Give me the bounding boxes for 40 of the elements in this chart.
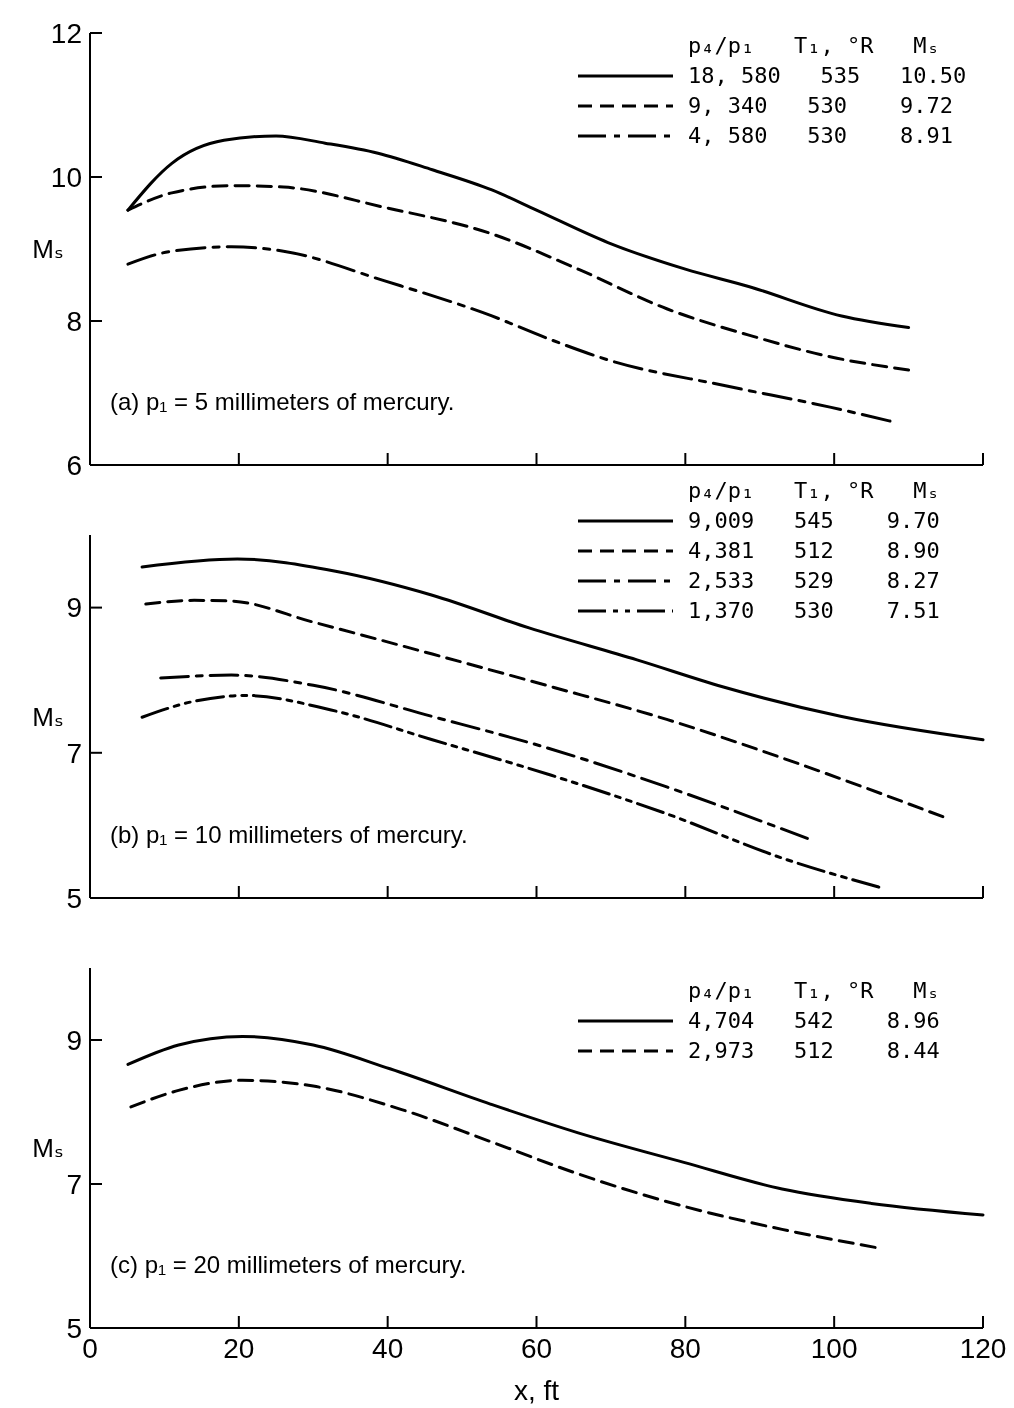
legend-label: 9,009 545 9.70 [688, 508, 940, 533]
y-tick-label: 5 [66, 882, 82, 914]
legend-label: 18, 580 535 10.50 [688, 63, 967, 88]
annotation: (a) p₁ = 5 millimeters of mercury. [110, 388, 455, 415]
y-axis-title: Mₛ [32, 1133, 64, 1164]
y-tick-label: 9 [66, 592, 82, 624]
y-tick-label: 9 [66, 1024, 82, 1056]
legend-label: 2,973 512 8.44 [688, 1038, 940, 1063]
x-tick-label: 0 [82, 1333, 98, 1364]
y-tick-label: 5 [66, 1312, 82, 1344]
line-series [126, 1034, 985, 1217]
legend-label: 4,381 512 8.90 [688, 538, 940, 563]
x-tick-label: 20 [223, 1333, 255, 1364]
annotation: (b) p₁ = 10 millimeters of mercury. [110, 821, 468, 848]
legend-label: 1,370 530 7.51 [688, 598, 940, 623]
line-series [129, 1078, 877, 1249]
legend-title: p₄/p₁ T₁, °R Mₛ [688, 978, 940, 1003]
line-series [144, 598, 945, 819]
x-tick-label: 40 [372, 1333, 404, 1364]
legend-title: p₄/p₁ T₁, °R Mₛ [688, 478, 940, 503]
y-axis-title: Mₛ [32, 234, 64, 265]
x-tick-label: 120 [959, 1333, 1007, 1364]
legend-label: 4, 580 530 8.91 [688, 123, 953, 148]
legend-title: p₄/p₁ T₁, °R Mₛ [688, 33, 940, 58]
y-tick-label: 6 [66, 449, 82, 481]
x-tick-label: 80 [669, 1333, 701, 1364]
legend-label: 4,704 542 8.96 [688, 1008, 940, 1033]
y-tick-label: 7 [66, 1168, 82, 1200]
annotation: (c) p₁ = 20 millimeters of mercury. [110, 1251, 467, 1278]
x-axis-title: x, ft [513, 1375, 560, 1406]
y-tick-label: 12 [50, 17, 82, 49]
legend-label: 2,533 529 8.27 [688, 568, 940, 593]
legend-label: 9, 340 530 9.72 [688, 93, 953, 118]
line-series [140, 693, 881, 889]
y-tick-label: 8 [66, 305, 82, 337]
y-tick-label: 10 [50, 161, 82, 193]
x-tick-label: 60 [520, 1333, 553, 1364]
x-tick-label: 100 [810, 1333, 858, 1364]
y-axis-title: Mₛ [32, 701, 64, 732]
y-tick-label: 7 [66, 737, 82, 769]
